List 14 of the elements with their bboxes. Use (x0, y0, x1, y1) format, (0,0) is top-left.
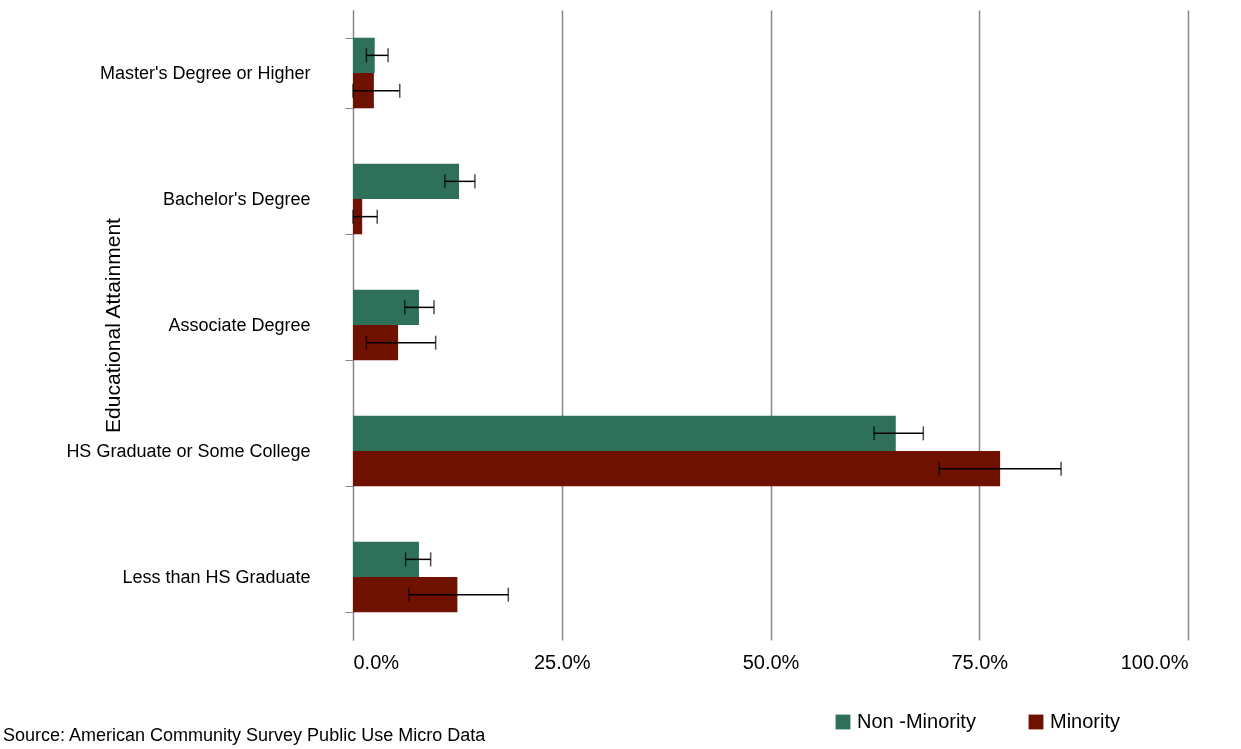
source-note: Source: American Community Survey Public Use Micro Data (3, 725, 487, 745)
x-tick-label: 0.0% (353, 650, 400, 673)
y-axis-title: Educational Attainment (100, 217, 124, 433)
x-tick-label: 100.0% (1120, 650, 1189, 673)
legend-label: Non -Minority (857, 710, 976, 732)
x-tick-label: 50.0% (742, 650, 800, 673)
y-tick-label: HS Graduate or Some College (66, 440, 311, 461)
legend-label: Minority (1050, 710, 1121, 732)
x-tick-label: 25.0% (533, 650, 591, 673)
y-tick-label: Less than HS Graduate (122, 566, 311, 587)
y-tick-label: Associate Degree (168, 314, 311, 335)
x-tick-label: 75.0% (951, 650, 1009, 673)
y-tick-label: Master's Degree or Higher (99, 62, 311, 83)
y-tick-label: Bachelor's Degree (162, 188, 311, 209)
